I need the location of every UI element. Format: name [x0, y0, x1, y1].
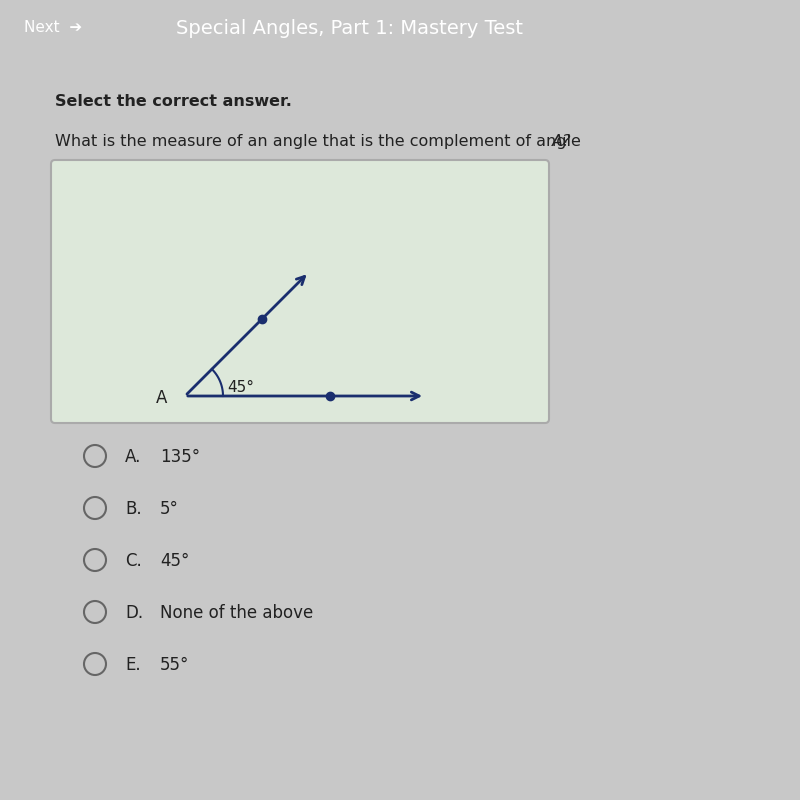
Text: Select the correct answer.: Select the correct answer.: [55, 94, 292, 109]
Text: A?: A?: [552, 134, 571, 149]
Text: None of the above: None of the above: [160, 604, 314, 622]
Text: What is the measure of an angle that is the complement of angle: What is the measure of an angle that is …: [55, 134, 586, 149]
Text: Next  ➔: Next ➔: [24, 21, 82, 35]
Text: A.: A.: [125, 448, 142, 466]
Text: C.: C.: [125, 552, 142, 570]
Text: 135°: 135°: [160, 448, 200, 466]
Text: 45°: 45°: [227, 380, 254, 395]
FancyBboxPatch shape: [51, 160, 549, 423]
Text: D.: D.: [125, 604, 143, 622]
Text: E.: E.: [125, 656, 141, 674]
Text: A: A: [156, 389, 167, 407]
Text: 5°: 5°: [160, 500, 179, 518]
Text: 45°: 45°: [160, 552, 190, 570]
Text: 55°: 55°: [160, 656, 190, 674]
Text: B.: B.: [125, 500, 142, 518]
Text: Special Angles, Part 1: Mastery Test: Special Angles, Part 1: Mastery Test: [176, 18, 523, 38]
